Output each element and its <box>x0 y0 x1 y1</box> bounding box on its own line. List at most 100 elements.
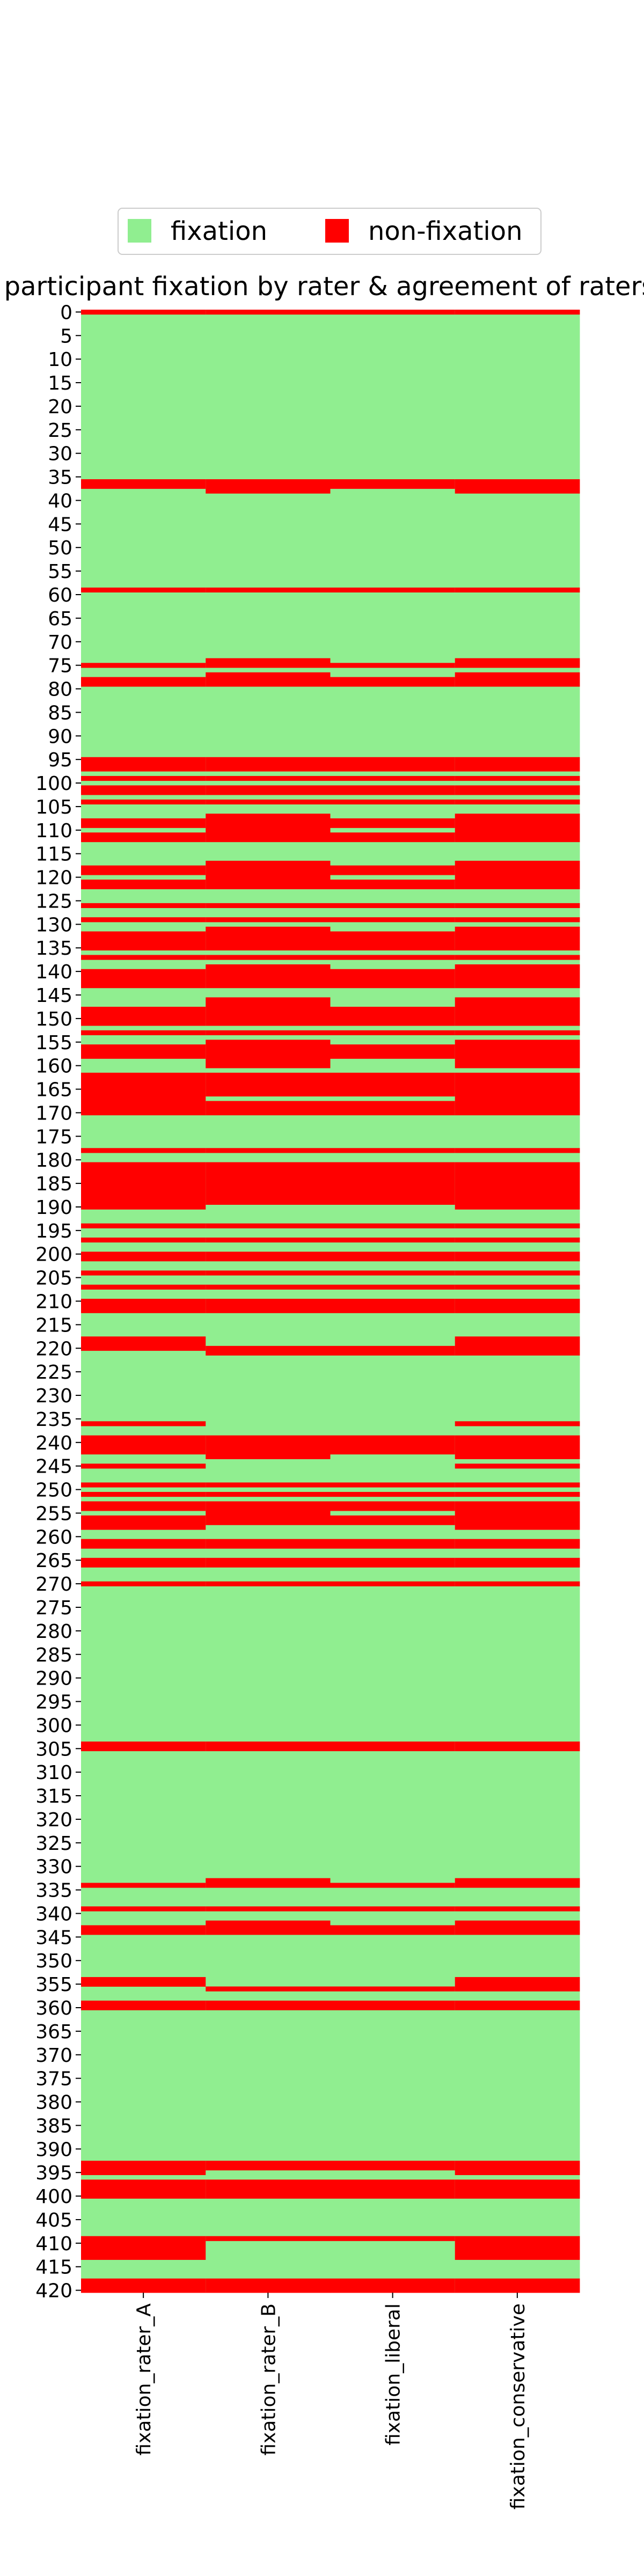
heatmap-cell-non-fixation <box>81 799 206 804</box>
heatmap-cell-non-fixation <box>81 1148 206 1153</box>
heatmap-cell-non-fixation <box>206 903 331 909</box>
heatmap-cell-non-fixation <box>81 931 206 951</box>
heatmap-cell-non-fixation <box>81 1072 206 1116</box>
heatmap-cell-non-fixation <box>81 2000 206 2010</box>
heatmap-cell-non-fixation <box>455 1284 580 1290</box>
heatmap-cell-non-fixation <box>455 1435 580 1459</box>
heatmap-cell-non-fixation <box>330 2278 456 2293</box>
y-tick-label: 95 <box>48 749 72 771</box>
heatmap-cell-non-fixation <box>455 1491 580 1497</box>
y-tick-label: 395 <box>35 2162 72 2184</box>
heatmap-cell-non-fixation <box>81 1463 206 1469</box>
x-axis-ticks <box>143 2293 518 2298</box>
heatmap-cell-non-fixation <box>455 1299 580 1313</box>
heatmap-cell-non-fixation <box>81 2161 206 2175</box>
heatmap-cell-non-fixation <box>206 1030 331 1036</box>
heatmap-cell-non-fixation <box>206 672 331 687</box>
heatmap-cell-non-fixation <box>330 775 456 781</box>
x-tick-label-fixation-liberal: fixation_liberal <box>383 2303 405 2446</box>
heatmap-cell-non-fixation <box>455 1336 580 1356</box>
chart-legend: fixation non-fixation <box>118 208 541 255</box>
y-tick-label: 275 <box>35 1597 72 1619</box>
y-tick-label: 50 <box>48 537 72 559</box>
heatmap-cell-non-fixation <box>81 1925 206 1935</box>
y-tick-label: 405 <box>35 2209 72 2231</box>
y-tick-label: 25 <box>48 420 72 442</box>
heatmap-cell-non-fixation <box>206 2161 331 2171</box>
heatmap-cell-non-fixation <box>455 814 580 843</box>
y-tick-label: 385 <box>35 2115 72 2137</box>
heatmap-cell-non-fixation <box>330 1501 456 1511</box>
heatmap-cell-non-fixation <box>206 1284 331 1290</box>
heatmap-cell-non-fixation <box>330 1162 456 1205</box>
y-axis-tick-labels: 0510152025303540455055606570758085909510… <box>35 302 72 2302</box>
heatmap-cell-non-fixation <box>206 479 331 494</box>
x-tick-label-fixation-conservative: fixation_conservative <box>507 2303 529 2509</box>
y-tick-label: 120 <box>35 867 72 889</box>
heatmap-cell-non-fixation <box>455 964 580 989</box>
y-tick-label: 340 <box>35 1903 72 1925</box>
heatmap-cell-non-fixation <box>81 1030 206 1036</box>
heatmap-cell-non-fixation <box>81 1977 206 1987</box>
heatmap-cell-non-fixation <box>455 1162 580 1210</box>
heatmap-cell-non-fixation <box>206 997 331 1026</box>
heatmap-cell-non-fixation <box>81 1491 206 1497</box>
heatmap-cell-non-fixation <box>330 818 456 828</box>
heatmap-cell-non-fixation <box>206 1557 331 1568</box>
heatmap-cell-non-fixation <box>455 860 580 889</box>
heatmap-cell-non-fixation <box>330 1030 456 1036</box>
heatmap-cell-non-fixation <box>206 1581 331 1586</box>
heatmap-cell-non-fixation <box>206 1072 331 1097</box>
heatmap-cell-non-fixation <box>81 1741 206 1752</box>
heatmap-cell-non-fixation <box>455 1148 580 1153</box>
heatmap-cell-non-fixation <box>455 658 580 668</box>
y-tick-label: 115 <box>35 844 72 866</box>
y-tick-label: 225 <box>35 1362 72 1384</box>
y-tick-label: 135 <box>35 938 72 960</box>
heatmap-cell-non-fixation <box>455 1040 580 1069</box>
heatmap-cell-non-fixation <box>206 917 331 923</box>
heatmap-cell-non-fixation <box>330 677 456 687</box>
heatmap-cell-non-fixation <box>330 479 456 489</box>
heatmap-cell-non-fixation <box>81 903 206 909</box>
heatmap-cell-non-fixation <box>330 310 456 315</box>
y-tick-label: 205 <box>35 1268 72 1290</box>
heatmap-cell-non-fixation <box>455 917 580 923</box>
heatmap-cell-non-fixation <box>81 1482 206 1488</box>
y-tick-label: 315 <box>35 1785 72 1807</box>
y-tick-label: 350 <box>35 1950 72 1972</box>
y-tick-label: 100 <box>35 773 72 795</box>
y-tick-label: 10 <box>48 349 72 371</box>
heatmap-cell-non-fixation <box>206 1906 331 1912</box>
heatmap-cell-non-fixation <box>455 2278 580 2293</box>
heatmap-cell-non-fixation <box>455 1878 580 1888</box>
y-tick-label: 30 <box>48 443 72 465</box>
heatmap-cell-non-fixation <box>206 926 331 951</box>
y-axis-ticks <box>76 311 81 2291</box>
heatmap-cell-non-fixation <box>330 1299 456 1313</box>
y-tick-label: 200 <box>35 1244 72 1266</box>
heatmap-cell-non-fixation <box>455 2236 580 2260</box>
heatmap-cell-non-fixation <box>206 587 331 593</box>
legend-swatch-non-fixation <box>325 219 349 243</box>
x-tick-label-fixation-rater-B: fixation_rater_B <box>258 2303 280 2456</box>
heatmap-cell-non-fixation <box>81 1557 206 1568</box>
y-tick-label: 165 <box>35 1079 72 1101</box>
heatmap-cell-non-fixation <box>206 775 331 781</box>
heatmap-cell-non-fixation <box>81 677 206 687</box>
heatmap-cell-non-fixation <box>81 818 206 828</box>
heatmap-cell-non-fixation <box>455 1421 580 1426</box>
heatmap-cell-non-fixation <box>206 310 331 315</box>
y-tick-label: 355 <box>35 1974 72 1996</box>
heatmap-cell-non-fixation <box>455 1252 580 1262</box>
heatmap-cell-non-fixation <box>206 1238 331 1243</box>
heatmap-cell-non-fixation <box>206 1539 331 1549</box>
heatmap-cell-non-fixation <box>81 775 206 781</box>
heatmap-cell-non-fixation <box>455 757 580 772</box>
heatmap-cell-non-fixation <box>206 1920 331 1935</box>
y-tick-label: 375 <box>35 2068 72 2090</box>
heatmap-cell-non-fixation <box>206 1162 331 1205</box>
heatmap-cell-non-fixation <box>330 969 456 989</box>
heatmap-cell-non-fixation <box>81 1539 206 1549</box>
